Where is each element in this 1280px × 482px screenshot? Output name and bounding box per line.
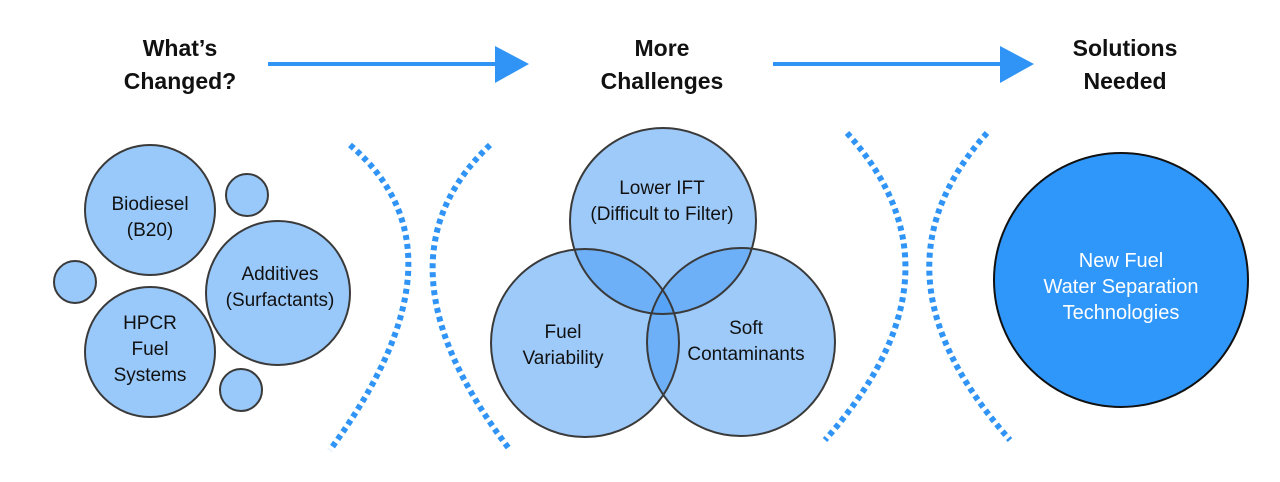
heading-solutions-needed: Solutions Needed bbox=[1005, 32, 1245, 98]
bubble-small bbox=[219, 368, 263, 412]
label-line: Lower IFT bbox=[619, 178, 705, 199]
dotted-arc bbox=[926, 130, 1013, 442]
heading-line: Changed? bbox=[123, 68, 237, 94]
label-biodiesel: Biodiesel (B20) bbox=[111, 192, 188, 244]
heading-line: Solutions bbox=[1072, 35, 1178, 61]
heading-line: Challenges bbox=[600, 68, 724, 94]
bubble-hpcr bbox=[84, 286, 216, 418]
bubble-biodiesel bbox=[84, 144, 216, 276]
dotted-arc bbox=[327, 142, 412, 452]
label-line: Fuel bbox=[131, 339, 169, 360]
arrow-right-icon bbox=[773, 46, 1034, 83]
label-line: Fuel bbox=[544, 322, 582, 343]
venn-lower-ift bbox=[569, 127, 757, 315]
venn-soft-contaminants bbox=[646, 247, 836, 437]
bubble-additives bbox=[205, 220, 351, 366]
bubble-small bbox=[225, 173, 269, 217]
label-line: HPCR bbox=[123, 313, 177, 334]
label-line: (Surfactants) bbox=[225, 290, 335, 311]
bubble-small bbox=[53, 260, 97, 304]
venn-fuel-variability bbox=[490, 248, 680, 438]
label-soft-contaminants: Soft Contaminants bbox=[687, 316, 804, 368]
label-solution: New Fuel Water Separation Technologies bbox=[1044, 248, 1199, 326]
label-line: Systems bbox=[113, 365, 187, 386]
label-lower-ift: Lower IFT (Difficult to Filter) bbox=[590, 176, 733, 228]
label-line: Biodiesel bbox=[111, 194, 189, 215]
heading-more-challenges: More Challenges bbox=[542, 32, 782, 98]
label-line: (Difficult to Filter) bbox=[590, 204, 734, 225]
heading-line: More bbox=[634, 35, 690, 61]
solution-circle bbox=[993, 152, 1249, 408]
label-line: Soft bbox=[729, 318, 763, 339]
label-line: New Fuel bbox=[1078, 250, 1164, 272]
heading-line: What’s bbox=[142, 35, 218, 61]
label-line: Additives bbox=[241, 264, 319, 285]
label-line: (B20) bbox=[126, 220, 174, 241]
label-fuel-variability: Fuel Variability bbox=[523, 320, 604, 372]
dotted-arc bbox=[429, 142, 513, 452]
label-hpcr: HPCR Fuel Systems bbox=[114, 311, 187, 389]
heading-whats-changed: What’s Changed? bbox=[60, 32, 300, 98]
label-line: Contaminants bbox=[687, 344, 805, 365]
heading-line: Needed bbox=[1083, 68, 1167, 94]
arrow-right-icon bbox=[268, 46, 529, 83]
label-line: Water Separation bbox=[1043, 276, 1199, 298]
label-additives: Additives (Surfactants) bbox=[226, 262, 335, 314]
label-line: Variability bbox=[522, 348, 604, 369]
dotted-arc bbox=[822, 130, 909, 442]
label-line: Technologies bbox=[1062, 302, 1180, 324]
